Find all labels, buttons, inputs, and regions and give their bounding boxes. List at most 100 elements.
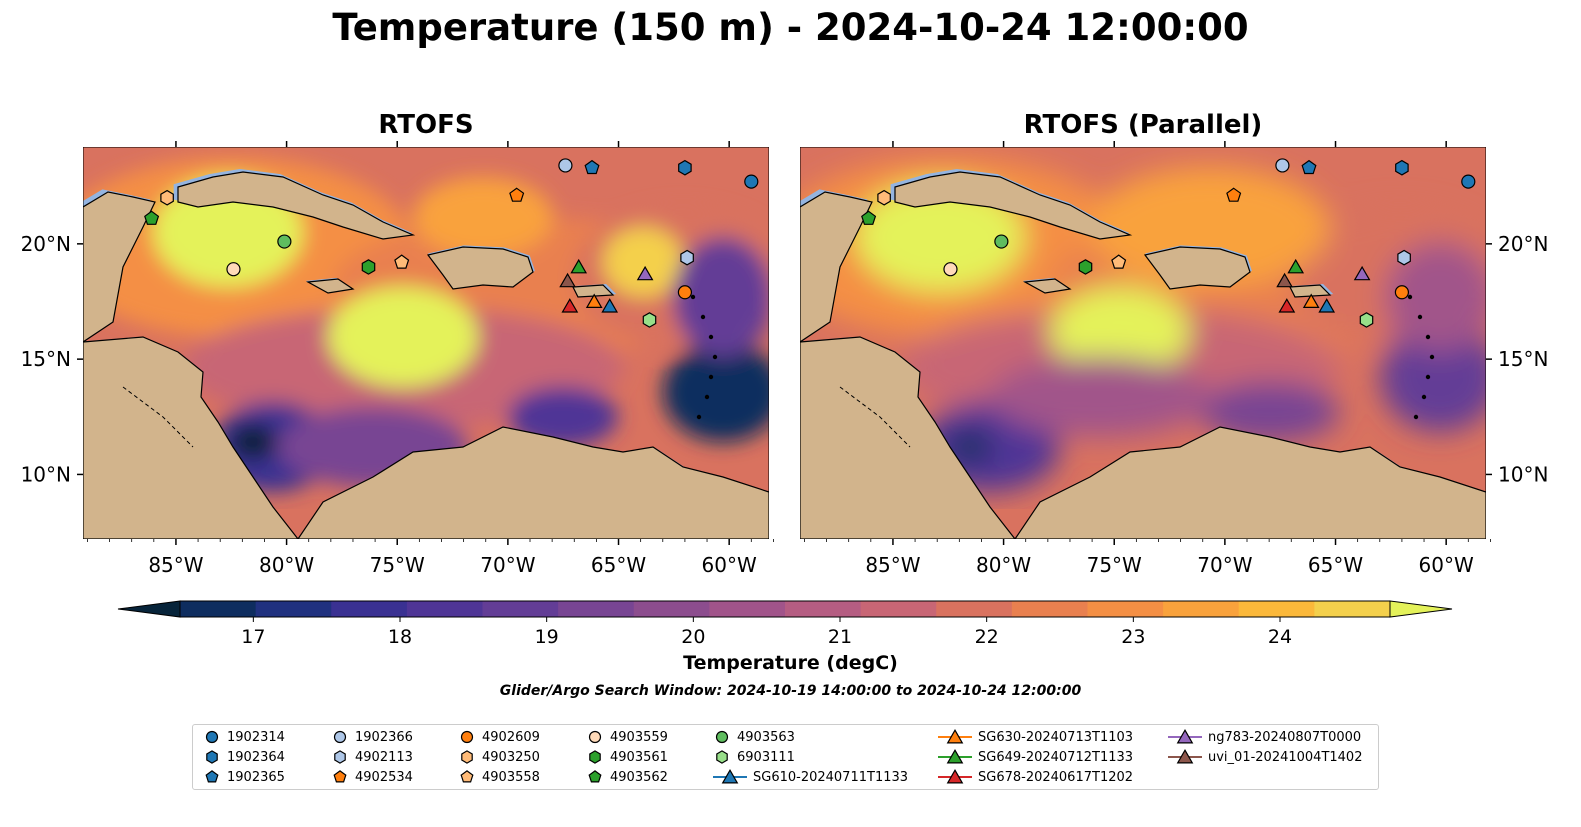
- legend-marker-triangle-icon: [1168, 748, 1202, 764]
- map-panel-rtofs: [83, 147, 769, 539]
- colorbar-tick-label: 22: [975, 626, 999, 648]
- legend-item: ng783-20240807T0000: [1168, 728, 1361, 746]
- island: [1413, 414, 1419, 420]
- legend-marker-hexagon-icon: [206, 750, 218, 764]
- colorbar-segment: [709, 601, 786, 617]
- marker-4903562: [144, 210, 160, 225]
- colorbar-segment: [1163, 601, 1240, 617]
- marker-4902113: [1397, 249, 1411, 266]
- temperature-patch: [990, 357, 1210, 437]
- legend-label: uvi_01-20241004T1402: [1208, 749, 1363, 765]
- marker-1902364: [678, 159, 692, 176]
- marker-sg678-20240617t1202: [561, 298, 579, 313]
- legend-marker-pentagon-icon: [588, 770, 602, 783]
- colorbar-frame: [179, 600, 1391, 618]
- temperature-patch: [673, 237, 769, 357]
- legend-symbol: [721, 768, 739, 784]
- island: [712, 354, 718, 360]
- legend-item: uvi_01-20241004T1402: [1168, 748, 1362, 766]
- legend-box: 1902314 1902364 1902365 1902366 4902113 49025…: [192, 724, 1379, 790]
- legend-label: 4903250: [482, 749, 540, 765]
- colorbar-extend-low: [117, 600, 181, 618]
- island: [1429, 354, 1435, 360]
- legend-symbol: [461, 750, 473, 764]
- lon-tick-label: 60°W: [702, 553, 757, 577]
- legend-item: 4902113: [331, 748, 413, 766]
- lon-tick-label: 80°W: [259, 553, 314, 577]
- legend-symbol: [946, 768, 964, 784]
- marker-sg630-20240713t1103: [585, 293, 603, 308]
- legend-label: 4902609: [482, 729, 540, 745]
- legend-label: ng783-20240807T0000: [1208, 729, 1362, 745]
- legend-item: 4902609: [458, 728, 540, 746]
- marker-4903559: [226, 262, 241, 277]
- island: [1425, 334, 1431, 340]
- lat-tick-label: 10°N: [1498, 462, 1548, 486]
- legend-symbol: [588, 770, 602, 783]
- lat-tick-label: 20°N: [21, 232, 71, 256]
- temperature-patch: [508, 387, 618, 447]
- island: [1425, 374, 1431, 380]
- lon-tick-label: 60°W: [1419, 553, 1474, 577]
- island: [1407, 294, 1413, 300]
- island: [690, 294, 696, 300]
- marker-1902365: [1301, 159, 1317, 175]
- marker-4902534: [509, 187, 525, 202]
- colorbar-tick-label: 19: [535, 626, 559, 648]
- marker-4903559: [943, 262, 958, 277]
- legend-marker-circle-icon: [588, 730, 602, 744]
- island: [708, 334, 714, 340]
- colorbar-tick-label: 17: [241, 626, 265, 648]
- legend-label: SG610-20240711T1133: [753, 769, 909, 785]
- lat-tick-label: 10°N: [21, 462, 71, 486]
- colorbar-segment: [406, 601, 483, 617]
- legend-label: 4903559: [610, 729, 668, 745]
- legend-marker-hexagon-icon: [334, 750, 346, 764]
- legend-label: 4903562: [610, 769, 668, 785]
- island: [700, 314, 706, 320]
- legend-label: SG649-20240712T1133: [978, 749, 1134, 765]
- legend-item: SG649-20240712T1133: [938, 748, 1133, 766]
- colorbar-segment: [785, 601, 862, 617]
- lat-tick-label: 20°N: [1498, 232, 1548, 256]
- island: [1417, 314, 1423, 320]
- lon-tick-label: 70°W: [480, 553, 535, 577]
- legend-label: 4902113: [355, 749, 413, 765]
- legend-symbol: [333, 730, 347, 744]
- legend-marker-pentagon-icon: [460, 770, 474, 783]
- marker-4903250: [877, 189, 891, 206]
- legend-marker-triangle-icon: [713, 768, 747, 784]
- legend-item: 1902365: [203, 768, 285, 786]
- search-window-caption: Glider/Argo Search Window: 2024-10-19 14…: [499, 683, 1082, 699]
- legend-item: SG610-20240711T1133: [713, 768, 908, 786]
- colorbar-segment: [633, 601, 710, 617]
- legend-label: 1902364: [227, 749, 285, 765]
- colorbar-segment: [331, 601, 408, 617]
- marker-4903558: [1111, 254, 1127, 269]
- legend-marker-circle-icon: [460, 730, 474, 744]
- temperature-patch: [1385, 242, 1486, 352]
- legend-label: SG678-20240617T1202: [978, 769, 1134, 785]
- legend-item: 1902364: [203, 748, 285, 766]
- marker-1902366: [558, 158, 573, 173]
- island: [708, 374, 714, 380]
- marker-4903561: [1078, 259, 1093, 275]
- legend-item: 4903250: [458, 748, 540, 766]
- temperature-patch: [328, 287, 478, 387]
- legend-item: 6903111: [713, 748, 795, 766]
- marker-sg630-20240713t1103: [1302, 293, 1320, 308]
- colorbar-label: Temperature (degC): [683, 652, 898, 674]
- marker-4902113: [680, 249, 694, 266]
- legend-label: 4903563: [737, 729, 795, 745]
- legend-label: 4903561: [610, 749, 668, 765]
- colorbar-tick-label: 23: [1121, 626, 1145, 648]
- colorbar-segment: [860, 601, 937, 617]
- marker-sg610-20240711t1133: [601, 298, 619, 313]
- marker-sg649-20240712t1133: [570, 258, 588, 274]
- colorbar-tick-label: 18: [388, 626, 412, 648]
- lon-tick-label: 80°W: [976, 553, 1031, 577]
- island: [704, 394, 710, 400]
- lon-tick-label: 85°W: [865, 553, 920, 577]
- legend-marker-circle-icon: [333, 730, 347, 744]
- panel-title-rtofs: RTOFS: [378, 110, 474, 140]
